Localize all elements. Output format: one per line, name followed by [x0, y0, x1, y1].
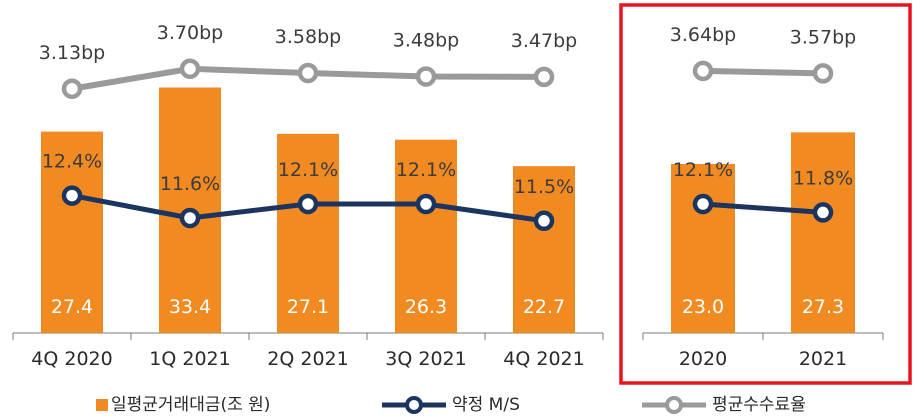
ms-label: 12.1%: [278, 159, 338, 181]
fee-rate-label: 3.58bp: [275, 26, 341, 48]
x-tick-label: 1Q 2021: [149, 348, 230, 370]
ms-point: [812, 202, 834, 223]
ms-label: 11.8%: [793, 167, 853, 189]
ms-point: [692, 193, 714, 215]
fee-rate-line: [702, 67, 824, 77]
bar: [277, 133, 339, 333]
legend-fee-label: 평균수수료율: [712, 395, 806, 415]
fee-rate-point: [533, 66, 555, 88]
bar-value-label: 27.4: [51, 296, 93, 318]
ms-line: [702, 201, 824, 215]
bar-value-label: 27.1: [287, 296, 329, 318]
fee-rate-point: [812, 63, 834, 84]
fee-rate-label: 3.64bp: [670, 24, 736, 46]
legend-ms-label: 약정 M/S: [452, 395, 520, 415]
x-tick-label: 2020: [679, 348, 727, 370]
fee-rate-label: 3.13bp: [39, 42, 105, 64]
fee-rate-point: [179, 58, 201, 80]
ms-point: [297, 193, 319, 215]
bar-value-label: 27.3: [802, 296, 844, 318]
fee-rate-label: 3.57bp: [790, 26, 856, 48]
bar: [41, 131, 103, 333]
panel-annual: 23.0 27.3 2020 2021 3.64bp 3.57bp 12.1% 11.8%: [642, 24, 884, 370]
bar-value-label: 33.4: [169, 296, 211, 318]
ms-point: [533, 210, 555, 232]
bar: [513, 166, 575, 333]
legend-bar-label: 일평균거래대금(조 원): [111, 395, 270, 415]
fee-rate-point: [297, 62, 319, 84]
ms-point: [61, 185, 83, 206]
ms-label: 12.1%: [673, 159, 733, 181]
panel-quarterly: 27.4 33.4 27.1 26.3 22.7 4Q 2020 1Q 2021 2Q 202…: [12, 22, 604, 370]
fee-rate-point: [415, 66, 437, 87]
fee-rate-label: 3.47bp: [511, 30, 577, 52]
x-tick-label: 2Q 2021: [267, 348, 348, 370]
bar: [395, 139, 457, 333]
ms-label: 12.1%: [396, 159, 456, 181]
x-tick-label: 4Q 2021: [503, 348, 584, 370]
fee-rate-label: 3.70bp: [157, 22, 223, 44]
fee-rate-point: [692, 60, 714, 82]
bar: [791, 132, 855, 333]
bar-value-label: 22.7: [523, 296, 565, 318]
legend: 일평균거래대금(조 원) 약정 M/S 평균수수료율: [96, 395, 806, 415]
x-tick-label: 3Q 2021: [385, 348, 466, 370]
x-tick-label: 4Q 2020: [31, 348, 112, 370]
legend-ms-marker: [405, 396, 423, 414]
ms-label: 12.4%: [42, 151, 102, 173]
fee-rate-point: [61, 78, 83, 99]
bar-value-label: 23.0: [682, 296, 724, 318]
ms-label: 11.6%: [160, 173, 220, 195]
bar-value-label: 26.3: [405, 296, 447, 318]
legend-bar-marker: [96, 399, 108, 411]
highlight-box: [619, 3, 912, 385]
ms-label: 11.5%: [514, 176, 574, 198]
fee-rate-label: 3.48bp: [393, 30, 459, 52]
x-tick-label: 2021: [799, 348, 847, 370]
bar: [671, 163, 735, 333]
ms-point: [415, 193, 437, 215]
ms-point: [179, 207, 201, 229]
legend-fee-marker: [665, 396, 683, 414]
